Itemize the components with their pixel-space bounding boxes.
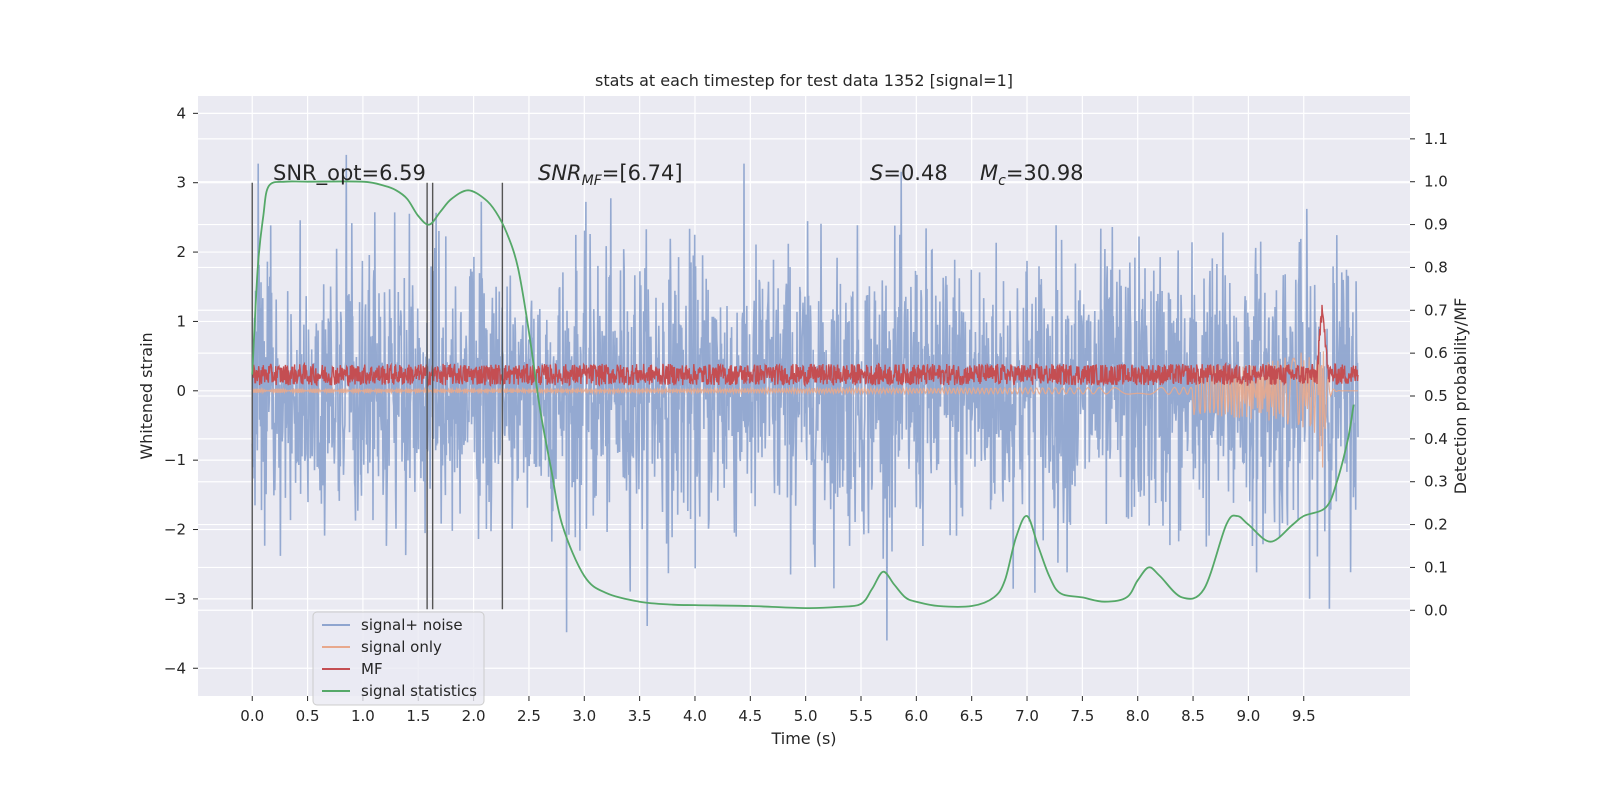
annotation-snr-opt: SNR_opt=6.59 — [273, 161, 426, 186]
series-signal-plus-noise-line — [251, 154, 1359, 641]
y-ticks-right: 0.0 0.1 0.2 0.3 0.4 0.5 0.6 0.7 0.8 0.9 1.0 1.1 — [1410, 130, 1448, 619]
x-tick-label: 0.0 — [240, 707, 264, 725]
y-tick-label-right: 0.6 — [1424, 344, 1448, 362]
legend-label-signal-statistics: signal statistics — [361, 682, 477, 700]
x-tick-label: 5.5 — [849, 707, 873, 725]
y-tick-label-right: 0.4 — [1424, 430, 1448, 448]
y-tick-label-right: 1.1 — [1424, 130, 1448, 148]
x-tick-label: 7.5 — [1070, 707, 1094, 725]
y-ticks-left: −4 −3 −2 −1 0 1 2 3 4 — [164, 104, 198, 677]
vertical-markers — [251, 182, 504, 610]
x-tick-label: 1.0 — [351, 707, 375, 725]
x-tick-label: 0.5 — [296, 707, 320, 725]
y-tick-label-right: 0.0 — [1424, 601, 1448, 619]
legend: signal+ noise signal only MF signal stat… — [312, 611, 485, 706]
legend-label-signal-only: signal only — [361, 638, 442, 656]
x-tick-label: 8.5 — [1181, 707, 1205, 725]
series-mf — [251, 304, 1359, 388]
y-tick-label-left: 4 — [176, 104, 186, 122]
y-tick-label-left: 1 — [176, 312, 186, 330]
y-tick-label-right: 0.2 — [1424, 516, 1448, 534]
series-signal-only-line — [251, 335, 1358, 468]
legend-box — [312, 611, 485, 706]
x-tick-label: 1.5 — [406, 707, 430, 725]
x-tick-label: 6.5 — [960, 707, 984, 725]
x-tick-label: 4.5 — [738, 707, 762, 725]
series-signal-only — [251, 335, 1358, 468]
x-tick-label: 6.0 — [904, 707, 928, 725]
legend-label-signal-plus-noise: signal+ noise — [361, 616, 463, 634]
y-tick-label-right: 0.5 — [1424, 387, 1448, 405]
series-signal-plus-noise — [251, 154, 1359, 641]
y-tick-label-right: 0.7 — [1424, 301, 1448, 319]
legend-label-mf: MF — [361, 660, 383, 678]
x-axis-label: Time (s) — [770, 729, 836, 748]
annotation-snr-mf: SNRMF=[6.74] — [538, 161, 683, 189]
y-tick-label-right: 0.8 — [1424, 258, 1448, 276]
y-axis-label-left: Whitened strain — [137, 332, 156, 459]
x-tick-label: 9.0 — [1236, 707, 1260, 725]
y-tick-label-left: 0 — [176, 382, 186, 400]
series-mf-line — [251, 304, 1359, 388]
x-tick-label: 4.0 — [683, 707, 707, 725]
y-tick-label-left: −4 — [164, 659, 186, 677]
annotation-s: S=0.48 — [870, 161, 948, 185]
y-tick-label-left: 2 — [176, 243, 186, 261]
y-axis-label-right: Detection probability/MF — [1451, 298, 1470, 495]
y-tick-label-right: 1.0 — [1424, 173, 1448, 191]
y-tick-label-right: 0.3 — [1424, 473, 1448, 491]
x-tick-label: 7.0 — [1015, 707, 1039, 725]
x-ticks: 0.0 0.5 1.0 1.5 2.0 2.5 3.0 3.5 4.0 4.5 5.0 5.5 6.0 6… — [240, 696, 1316, 725]
y-tick-label-left: −3 — [164, 590, 186, 608]
y-tick-label-left: −1 — [164, 451, 186, 469]
y-tick-label-right: 0.9 — [1424, 216, 1448, 234]
y-tick-label-left: −2 — [164, 521, 186, 539]
x-tick-label: 8.0 — [1126, 707, 1150, 725]
y-tick-label-left: 3 — [176, 174, 186, 192]
x-tick-label: 2.0 — [462, 707, 486, 725]
x-tick-label: 5.0 — [794, 707, 818, 725]
annotation-mc: Mc=30.98 — [980, 161, 1084, 189]
series-signal-statistics — [251, 180, 1355, 610]
chart-title: stats at each timestep for test data 135… — [595, 71, 1013, 90]
x-tick-label: 9.5 — [1292, 707, 1316, 725]
series-signal-statistics-line — [251, 180, 1355, 610]
x-tick-label: 3.5 — [628, 707, 652, 725]
x-tick-label: 3.0 — [572, 707, 596, 725]
y-tick-label-right: 0.1 — [1424, 558, 1448, 576]
x-tick-label: 2.5 — [517, 707, 541, 725]
